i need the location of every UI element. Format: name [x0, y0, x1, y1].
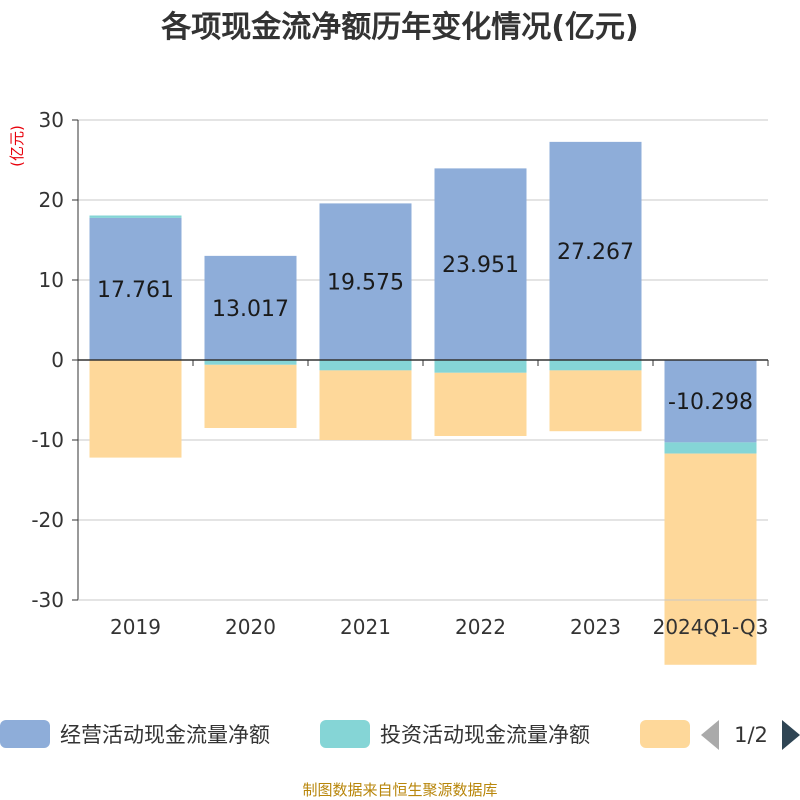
bar-series3-2024Q1-Q3[interactable] [664, 453, 757, 665]
bar-series3-2022[interactable] [434, 372, 527, 436]
bar-series1-2019[interactable] [89, 217, 182, 360]
bar-series1-2024Q1-Q3[interactable] [664, 360, 757, 443]
bar-series2-2020[interactable] [204, 360, 297, 365]
bar-series3-2020[interactable] [204, 364, 297, 428]
chart-title: 各项现金流净额历年变化情况(亿元) [160, 10, 638, 45]
x-tick-label: 2021 [340, 615, 391, 639]
bar-series2-2023[interactable] [549, 360, 642, 371]
bar-series2-2019[interactable] [89, 215, 182, 218]
bar-series2-2024Q1-Q3[interactable] [664, 442, 757, 454]
legend-swatch[interactable] [320, 720, 370, 748]
axes: 30 20 10 0 -10 -20 -30 2019 2020 2021 2022 2023 2024… [31, 108, 769, 639]
y-tick-label: 30 [39, 108, 64, 132]
data-label: 27.267 [557, 240, 634, 265]
data-label: 13.017 [212, 297, 289, 322]
bar-series3-2023[interactable] [549, 370, 642, 432]
legend-page-indicator: 1/2 [734, 723, 768, 747]
y-tick-label: -10 [31, 428, 64, 452]
data-label: 23.951 [442, 253, 519, 278]
x-tick-label: 2022 [455, 615, 506, 639]
y-tick-label: 20 [39, 188, 64, 212]
y-axis-unit: (亿元) [8, 125, 26, 167]
legend[interactable]: 经营活动现金流量净额 投资活动现金流量净额 1/2 [0, 720, 800, 750]
bar-series3-2021[interactable] [319, 370, 412, 440]
bar-series1-2023[interactable] [549, 141, 642, 360]
y-tick-label: -20 [31, 508, 64, 532]
legend-swatch[interactable] [640, 720, 690, 748]
y-tick-label: 0 [51, 348, 64, 372]
bar-series1-2020[interactable] [204, 255, 297, 360]
source-note: 制图数据来自恒生聚源数据库 [302, 781, 497, 799]
bar-series1-2021[interactable] [319, 203, 412, 360]
data-label: -10.298 [668, 390, 753, 415]
data-label: 19.575 [327, 271, 404, 296]
x-tick-label: 2019 [110, 615, 161, 639]
bars[interactable] [89, 141, 757, 665]
bar-series3-2019[interactable] [89, 360, 182, 458]
legend-prev-arrow-icon[interactable] [701, 720, 719, 750]
x-tick-label: 2020 [225, 615, 276, 639]
bar-labels: 17.761 13.017 19.575 23.951 27.267 -10.298 [97, 240, 753, 415]
legend-swatch[interactable] [0, 720, 50, 748]
x-tick-label: 2023 [570, 615, 621, 639]
legend-label[interactable]: 投资活动现金流量净额 [380, 723, 590, 747]
x-tick-label: 2024Q1-Q3 [653, 615, 769, 639]
bar-series2-2021[interactable] [319, 360, 412, 371]
bar-series2-2022[interactable] [434, 360, 527, 373]
legend-label[interactable]: 经营活动现金流量净额 [60, 723, 270, 747]
data-label: 17.761 [97, 278, 174, 303]
y-tick-label: 10 [39, 268, 64, 292]
legend-next-arrow-icon[interactable] [782, 720, 800, 750]
bar-series1-2022[interactable] [434, 168, 527, 360]
y-tick-label: -30 [31, 588, 64, 612]
